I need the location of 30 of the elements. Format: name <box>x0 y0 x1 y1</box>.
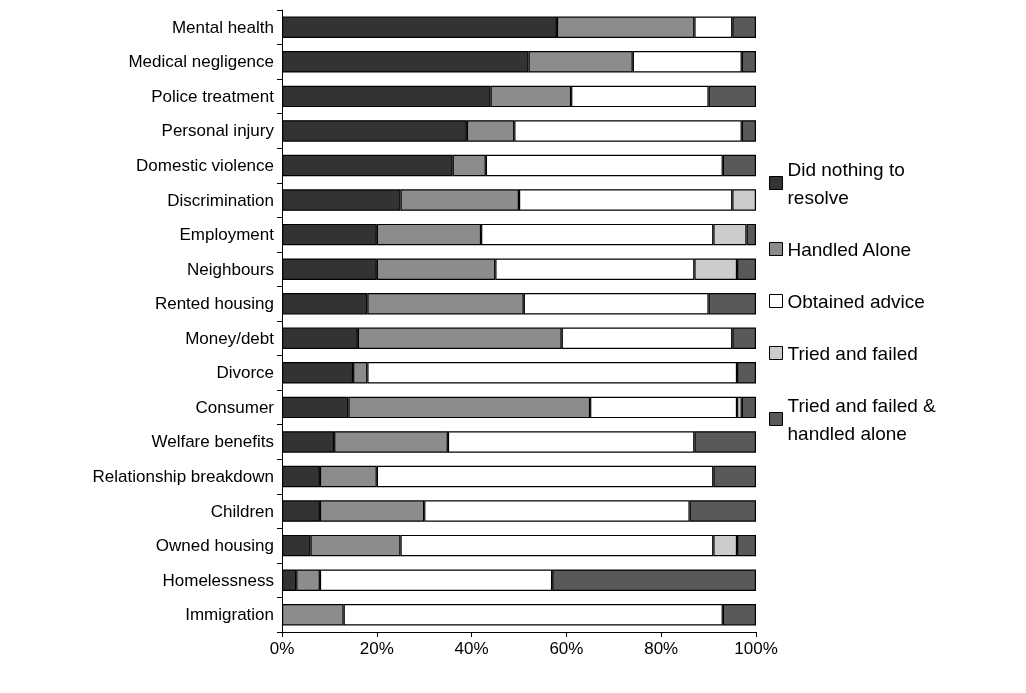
bar <box>741 396 756 419</box>
y-tick-label: Employment <box>179 225 275 245</box>
y-tick-label: Welfare benefits <box>151 432 274 452</box>
x-tick-label: 80% <box>644 639 679 658</box>
x-tick-label: 60% <box>549 639 584 658</box>
legend-label: Did nothing to resolve <box>787 158 911 208</box>
y-tick-label: Money/debt <box>185 328 275 348</box>
y-tick-label: Consumer <box>195 397 275 417</box>
y-tick-label: Discrimination <box>167 190 274 210</box>
y-tick-label: Medical negligence <box>128 52 274 72</box>
y-tick-label: Neighbours <box>187 259 274 279</box>
legend-label: Obtained advice <box>787 290 925 312</box>
y-tick-label: Immigration <box>185 605 274 625</box>
x-tick-label: 40% <box>454 639 489 658</box>
y-tick-label: Personal injury <box>161 121 275 141</box>
y-tick-label: Rented housing <box>154 294 274 314</box>
y-tick-label: Children <box>210 501 274 521</box>
y-tick-label: Relationship breakdown <box>92 467 274 486</box>
y-tick-label: Homelessness <box>162 570 274 590</box>
y-tick-label: Divorce <box>216 363 274 383</box>
y-tick-label: Police treatment <box>151 86 275 106</box>
x-tick-label: 100% <box>734 639 778 658</box>
x-tick-label: 20% <box>359 639 394 658</box>
legend-label: Tried and failed & handled alone <box>787 394 941 444</box>
x-tick-label: 0% <box>269 639 295 658</box>
y-tick-label: Mental health <box>171 17 274 37</box>
legend-label: Tried and failed <box>787 342 918 364</box>
y-tick-label: Domestic violence <box>136 156 274 175</box>
y-tick-label: Owned housing <box>155 536 274 556</box>
legend-label: Handled Alone <box>787 238 912 260</box>
